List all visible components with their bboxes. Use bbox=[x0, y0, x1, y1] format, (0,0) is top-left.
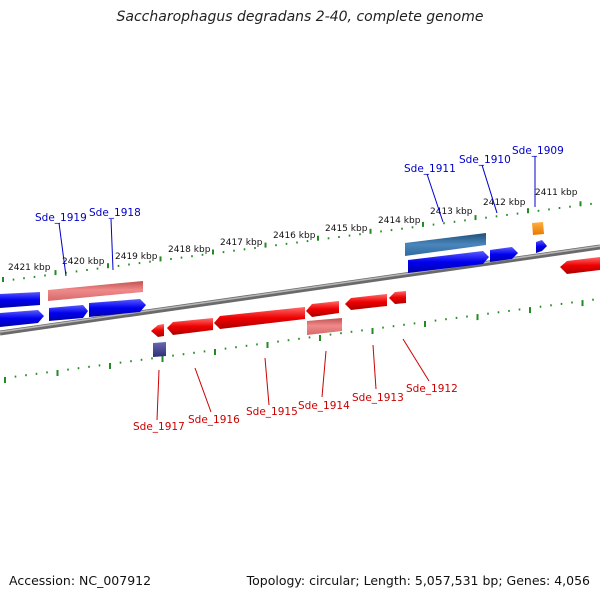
gene-feature-sde1914-pseudo[interactable] bbox=[307, 318, 342, 335]
gene-label[interactable]: Sde_1909 bbox=[512, 145, 564, 157]
gene-label[interactable]: Sde_1913 bbox=[352, 392, 404, 404]
scale-label: 2418 kbp bbox=[168, 245, 211, 255]
gene-feature-sde1911-pseudo[interactable] bbox=[405, 233, 486, 256]
gene-label[interactable]: Sde_1914 bbox=[298, 400, 350, 412]
leader-line bbox=[110, 218, 114, 271]
label-leaders bbox=[58, 156, 536, 421]
gene-feature[interactable] bbox=[0, 292, 40, 308]
gene-feature-sde1917[interactable] bbox=[151, 324, 164, 337]
gene-feature[interactable] bbox=[560, 257, 600, 274]
gene-feature-sde1919-cds[interactable] bbox=[49, 305, 88, 321]
gene-feature-sde1911[interactable] bbox=[408, 251, 489, 273]
leader-line bbox=[372, 344, 377, 390]
genome-summary-text: Topology: circular; Length: 5,057,531 bp… bbox=[246, 573, 590, 588]
scale-label: 2419 kbp bbox=[115, 252, 158, 262]
scale-ticks-top bbox=[2, 201, 592, 282]
gene-feature-sde1912[interactable] bbox=[389, 291, 406, 304]
gene-labels-top: Sde_1919 Sde_1918 Sde_1911 Sde_1910 Sde_… bbox=[35, 145, 564, 224]
gene-feature-sde1919[interactable] bbox=[48, 281, 143, 301]
gene-feature-sde1916[interactable] bbox=[167, 318, 213, 335]
scale-label: 2421 kbp bbox=[8, 263, 51, 273]
leader-line bbox=[264, 357, 270, 406]
gene-feature-sde1913[interactable] bbox=[345, 294, 387, 310]
scale-label: 2412 kbp bbox=[483, 198, 526, 208]
map-title: Saccharophagus degradans 2-40, complete … bbox=[116, 9, 484, 25]
gene-label[interactable]: Sde_1911 bbox=[404, 163, 456, 175]
scale-label: 2413 kbp bbox=[430, 207, 473, 217]
gene-label[interactable]: Sde_1912 bbox=[406, 383, 458, 395]
gene-feature-sde1918[interactable] bbox=[89, 299, 146, 317]
gene-feature-sde1917-rna[interactable] bbox=[153, 342, 166, 357]
gene-feature-sde1914[interactable] bbox=[306, 301, 339, 317]
scale-label: 2417 kbp bbox=[220, 238, 263, 248]
scale-label: 2411 kbp bbox=[535, 188, 578, 198]
leader-line bbox=[426, 173, 444, 223]
gene-feature[interactable] bbox=[0, 310, 44, 327]
gene-labels-bottom: Sde_1917 Sde_1916 Sde_1915 Sde_1914 Sde_… bbox=[133, 383, 458, 433]
gene-feature-sde1909-cds[interactable] bbox=[536, 240, 547, 253]
gene-label[interactable]: Sde_1916 bbox=[188, 414, 240, 426]
scale-label: 2416 kbp bbox=[273, 231, 316, 241]
gene-feature-sde1909[interactable] bbox=[532, 222, 544, 235]
scale-ticks-bottom bbox=[4, 298, 594, 383]
leader-line bbox=[194, 367, 212, 413]
forward-strand-genes bbox=[0, 222, 547, 327]
gene-label[interactable]: Sde_1910 bbox=[459, 154, 511, 166]
scale-label: 2415 kbp bbox=[325, 224, 368, 234]
scale-label: 2414 kbp bbox=[378, 216, 421, 226]
chromosome-backbone bbox=[0, 244, 600, 336]
gene-label[interactable]: Sde_1918 bbox=[89, 207, 141, 219]
gene-feature-sde1910[interactable] bbox=[490, 247, 518, 262]
reverse-strand-genes bbox=[151, 257, 600, 357]
leader-line bbox=[402, 338, 430, 382]
accession-text: Accession: NC_007912 bbox=[9, 573, 152, 588]
gene-label[interactable]: Sde_1917 bbox=[133, 421, 185, 433]
leader-line bbox=[481, 164, 498, 214]
leader-line bbox=[156, 369, 160, 421]
gene-label[interactable]: Sde_1915 bbox=[246, 406, 298, 418]
gene-feature-sde1915[interactable] bbox=[214, 307, 305, 329]
scale-label: 2420 kbp bbox=[62, 257, 105, 267]
chromosome-backbone-highlight bbox=[0, 245, 600, 333]
gene-label[interactable]: Sde_1919 bbox=[35, 212, 87, 224]
leader-line bbox=[321, 350, 327, 398]
scale-labels: 2421 kbp 2420 kbp 2419 kbp 2418 kbp 2417… bbox=[8, 188, 578, 273]
leader-line bbox=[58, 222, 67, 277]
